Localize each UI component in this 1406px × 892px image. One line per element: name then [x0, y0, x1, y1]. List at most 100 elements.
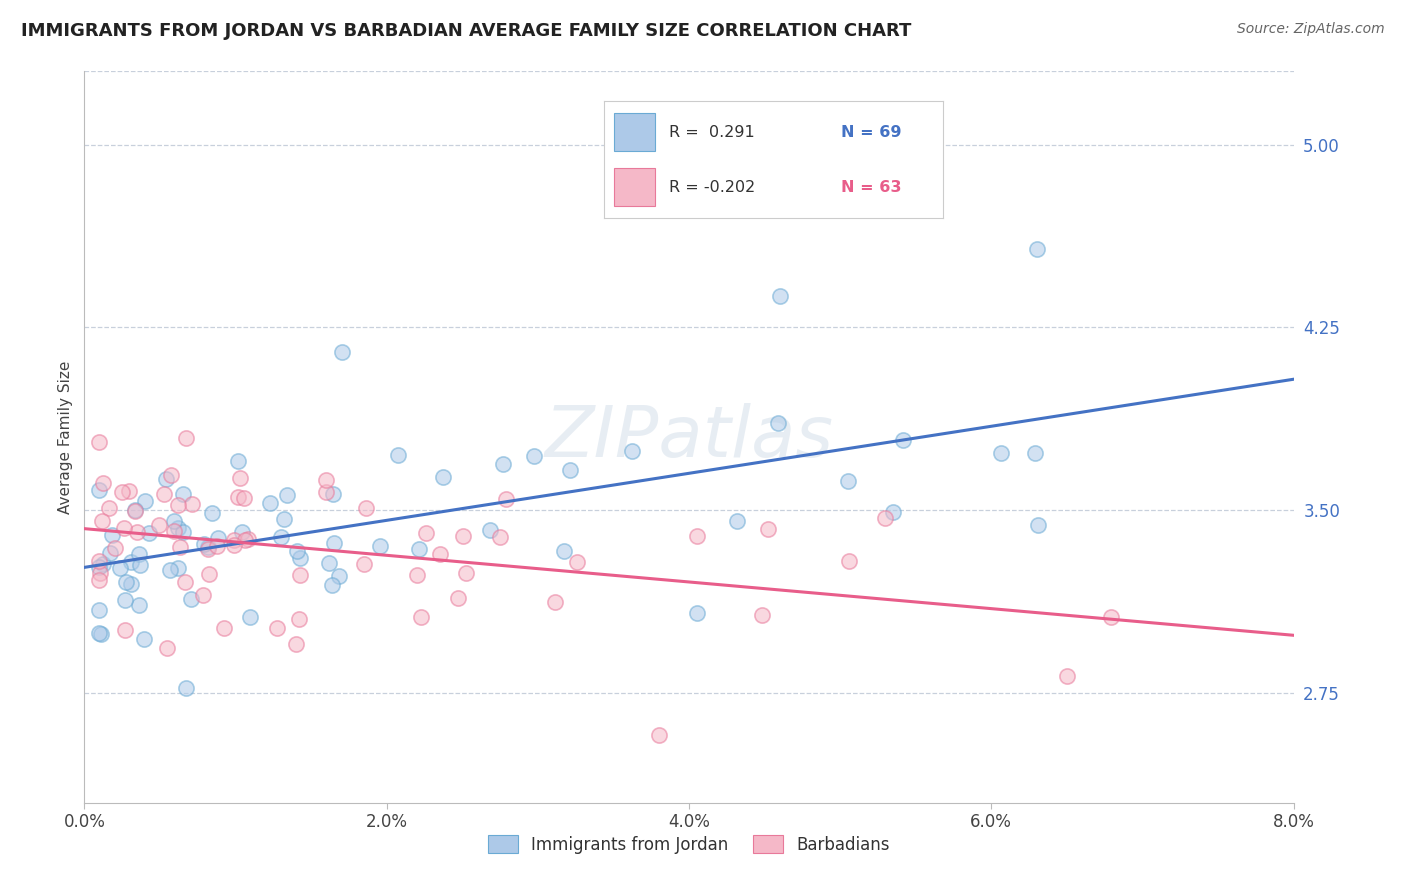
Point [686, 529, 709, 543]
Point [560, 463, 582, 477]
Point [120, 577, 142, 591]
Point [163, 514, 186, 528]
Point [1099, 610, 1122, 624]
Point [387, 448, 409, 462]
Point [118, 483, 141, 498]
Point [228, 471, 250, 485]
Point [89, 566, 111, 581]
Point [315, 473, 337, 487]
Point [285, 637, 308, 651]
Point [205, 539, 228, 553]
Point [89, 483, 111, 497]
Point [114, 593, 136, 607]
Point [236, 532, 259, 546]
Point [91, 475, 114, 490]
Point [1056, 669, 1078, 683]
Point [553, 543, 575, 558]
Point [239, 610, 262, 624]
Point [138, 525, 160, 540]
Point [321, 577, 343, 591]
Point [837, 474, 859, 488]
Point [873, 511, 896, 525]
Point [89, 626, 111, 640]
Point [89, 554, 111, 568]
Point [167, 498, 190, 512]
Point [201, 506, 224, 520]
Point [288, 612, 311, 626]
Point [315, 485, 337, 500]
Legend: Immigrants from Jordan, Barbadians: Immigrants from Jordan, Barbadians [481, 829, 897, 860]
Point [686, 606, 709, 620]
Point [163, 524, 186, 538]
Point [882, 505, 904, 519]
Point [160, 468, 183, 483]
Text: IMMIGRANTS FROM JORDAN VS BARBADIAN AVERAGE FAMILY SIZE CORRELATION CHART: IMMIGRANTS FROM JORDAN VS BARBADIAN AVER… [21, 22, 911, 40]
Point [148, 517, 170, 532]
Point [89, 559, 111, 574]
Point [495, 492, 517, 507]
Point [124, 503, 146, 517]
Point [180, 591, 202, 606]
Point [155, 472, 177, 486]
Point [197, 541, 219, 555]
Point [114, 574, 136, 589]
Point [226, 454, 249, 468]
Point [276, 488, 298, 502]
Point [406, 568, 429, 582]
Point [104, 541, 127, 555]
Point [838, 554, 860, 568]
Point [222, 538, 245, 552]
Point [125, 524, 148, 539]
Point [222, 533, 245, 547]
Point [167, 521, 190, 535]
Point [454, 566, 477, 580]
Point [429, 547, 451, 561]
Point [169, 540, 191, 554]
Y-axis label: Average Family Size: Average Family Size [58, 360, 73, 514]
Point [226, 490, 249, 504]
Point [447, 591, 470, 605]
Point [544, 595, 567, 609]
Point [330, 345, 353, 359]
Point [191, 588, 214, 602]
Point [489, 530, 512, 544]
Point [891, 434, 914, 448]
Point [273, 512, 295, 526]
Point [1025, 243, 1047, 257]
Point [409, 610, 432, 624]
Point [212, 621, 235, 635]
Point [174, 575, 197, 590]
Point [128, 599, 150, 613]
Point [1024, 446, 1046, 460]
Point [322, 486, 344, 500]
Point [90, 626, 112, 640]
Point [197, 567, 219, 582]
Point [354, 501, 377, 516]
Point [180, 497, 202, 511]
Point [266, 621, 288, 635]
Point [91, 514, 114, 528]
Point [725, 514, 748, 528]
Point [132, 632, 155, 646]
Point [89, 573, 111, 587]
Point [648, 727, 671, 741]
Point [751, 608, 773, 623]
Point [193, 537, 215, 551]
Point [112, 521, 135, 535]
Point [89, 434, 111, 449]
Point [368, 539, 391, 553]
Point [769, 288, 792, 302]
Point [323, 536, 346, 550]
Point [98, 546, 121, 560]
Point [174, 431, 197, 445]
Point [101, 528, 124, 542]
Point [1026, 518, 1049, 533]
Point [270, 530, 292, 544]
Text: ZIPatlas: ZIPatlas [544, 402, 834, 472]
Point [567, 555, 589, 569]
Point [232, 491, 254, 505]
Point [432, 470, 454, 484]
Point [120, 554, 142, 568]
Point [89, 603, 111, 617]
Point [172, 525, 194, 540]
